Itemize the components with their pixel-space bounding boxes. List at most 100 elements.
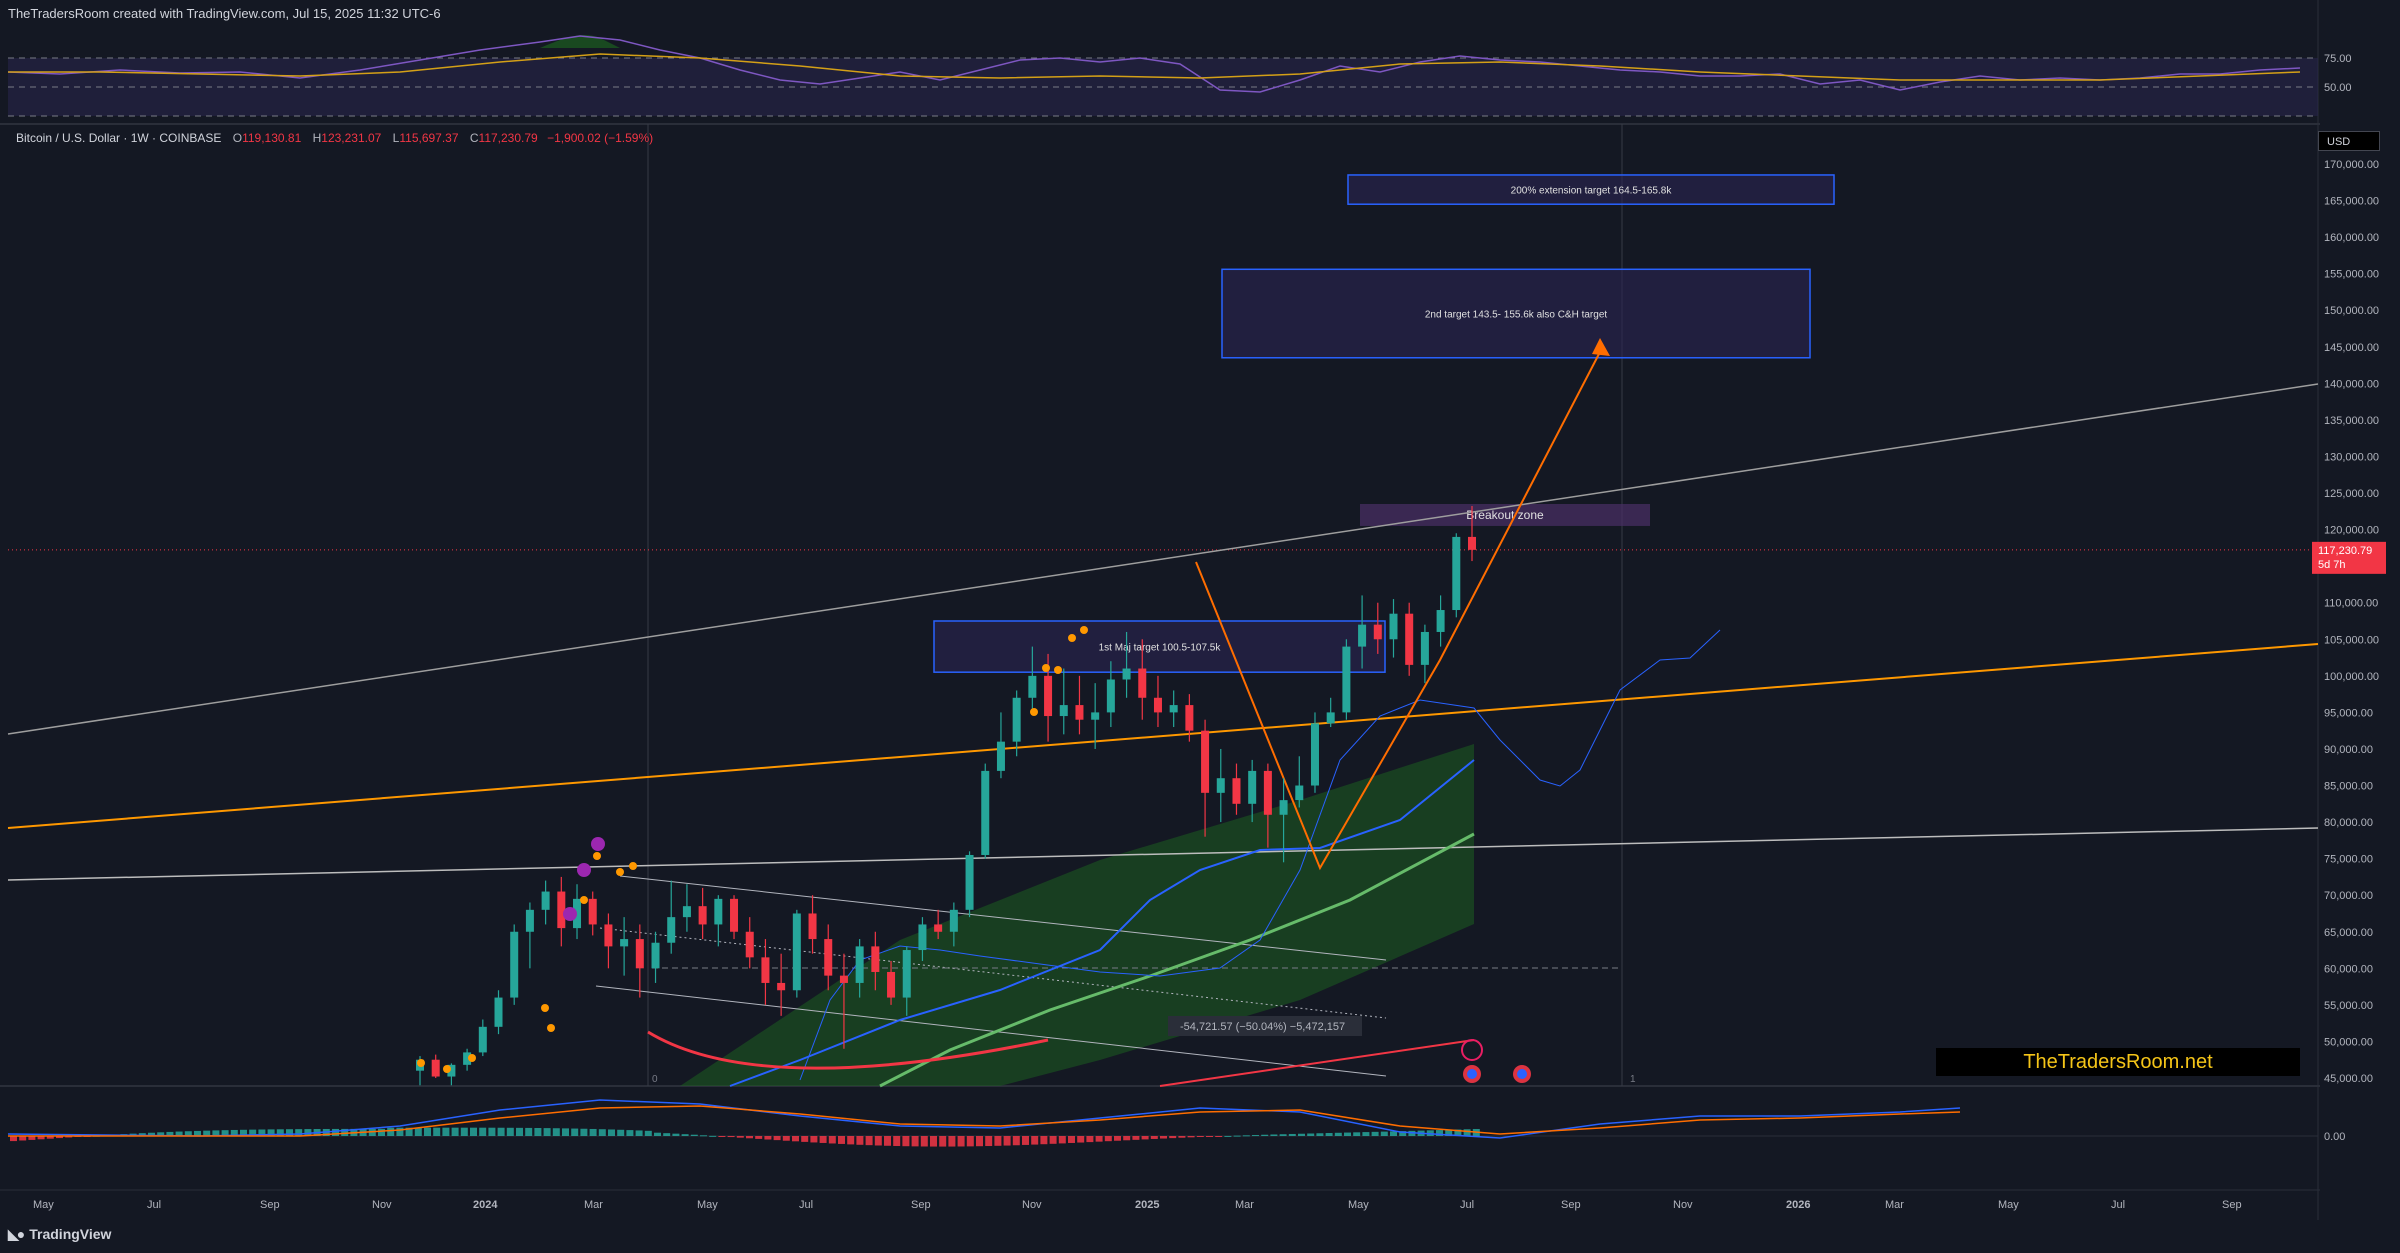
macd-histogram-bar bbox=[1224, 1135, 1232, 1137]
candle-body bbox=[1405, 613, 1414, 665]
orange-projection-path bbox=[1195, 351, 1601, 871]
macd-histogram-bar bbox=[930, 1136, 937, 1147]
price-tag-countdown: 5d 7h bbox=[2318, 559, 2346, 571]
time-tick-label: Sep bbox=[911, 1199, 931, 1211]
candle-body bbox=[1295, 785, 1304, 801]
candle-body bbox=[1279, 800, 1288, 815]
price-tick-label: 125,000.00 bbox=[2324, 488, 2379, 500]
macd-histogram-bar bbox=[276, 1129, 284, 1136]
candle-body bbox=[573, 898, 582, 929]
macd-histogram-bar bbox=[396, 1127, 404, 1136]
legend-close: 117,230.79 bbox=[478, 131, 538, 145]
time-tick-label: Jul bbox=[1460, 1199, 1474, 1211]
candle-body bbox=[431, 1059, 440, 1077]
macd-histogram-bar bbox=[1086, 1136, 1094, 1143]
macd-histogram-bar bbox=[1270, 1134, 1278, 1136]
price-tick-label: 105,000.00 bbox=[2324, 634, 2379, 646]
time-tick-label: Sep bbox=[260, 1199, 280, 1211]
macd-histogram-bar bbox=[994, 1136, 1002, 1146]
candle-body bbox=[620, 939, 629, 947]
macd-histogram-bar bbox=[332, 1128, 339, 1136]
macd-histogram-bar bbox=[19, 1136, 27, 1141]
macd-histogram-bar bbox=[1178, 1136, 1186, 1138]
tradingview-logo[interactable]: ◣● TradingView bbox=[8, 1226, 112, 1242]
macd-histogram-bar bbox=[1095, 1136, 1103, 1142]
candle-body bbox=[1342, 646, 1351, 713]
macd-histogram-bar bbox=[525, 1127, 533, 1136]
candle-body bbox=[541, 891, 550, 910]
rsi-signal-line bbox=[8, 53, 2301, 81]
macd-histogram-bar bbox=[801, 1136, 809, 1142]
macd-histogram-bar bbox=[194, 1130, 201, 1136]
macd-histogram-bar bbox=[562, 1128, 569, 1136]
price-tick-label: 100,000.00 bbox=[2324, 671, 2379, 683]
macd-histogram-bar bbox=[46, 1136, 54, 1139]
signal-dots bbox=[417, 626, 1088, 1073]
price-tag bbox=[2312, 541, 2386, 574]
macd-histogram-bar bbox=[1380, 1131, 1388, 1136]
macd-histogram-bar bbox=[258, 1129, 266, 1136]
currency-selector[interactable]: USD bbox=[2318, 131, 2380, 151]
one-marker: 1 bbox=[1630, 1074, 1636, 1085]
macd-histogram-bar bbox=[405, 1127, 413, 1136]
candle-body bbox=[1263, 770, 1272, 815]
horizontal-support-line bbox=[7, 827, 2319, 881]
legend-high: 123,231.07 bbox=[321, 131, 382, 145]
target-zone-label: 200% extension target 164.5-165.8k bbox=[1511, 186, 1673, 197]
macd-histogram-bar bbox=[736, 1136, 744, 1138]
macd-histogram-bar bbox=[681, 1134, 689, 1136]
chart-header: TheTradersRoom created with TradingView.… bbox=[8, 6, 441, 21]
macd-histogram-bar bbox=[157, 1132, 165, 1136]
price-tick-label: 120,000.00 bbox=[2324, 525, 2379, 537]
candle-body bbox=[1452, 536, 1461, 611]
macd-histogram-bar bbox=[1454, 1129, 1462, 1136]
macd-histogram-bar bbox=[424, 1127, 431, 1136]
macd-histogram-bar bbox=[865, 1136, 873, 1146]
candle-body bbox=[902, 950, 911, 998]
target-zone-box bbox=[1221, 268, 1811, 359]
time-tick-label: Sep bbox=[1561, 1199, 1581, 1211]
time-tick-label: May bbox=[697, 1199, 718, 1211]
price-tag-value: 117,230.79 bbox=[2318, 545, 2372, 557]
time-tick-label: Jul bbox=[2111, 1199, 2125, 1211]
price-tick-label: 150,000.00 bbox=[2324, 305, 2379, 317]
macd-histogram-bar bbox=[1362, 1132, 1370, 1136]
time-tick-label: Nov bbox=[372, 1199, 392, 1211]
candle-body bbox=[1028, 675, 1037, 698]
candle-body bbox=[557, 891, 566, 929]
candle-body bbox=[1075, 705, 1084, 720]
macd-histogram-bar bbox=[1399, 1131, 1407, 1136]
macd-histogram-bar bbox=[654, 1132, 661, 1136]
time-tick-label: Mar bbox=[1885, 1199, 1904, 1211]
candle-body bbox=[698, 906, 707, 925]
candle-body bbox=[447, 1064, 456, 1077]
price-tick-label: 75,000.00 bbox=[2324, 854, 2373, 866]
macd-histogram-bar bbox=[948, 1136, 956, 1147]
macd-histogram-bar bbox=[212, 1130, 220, 1136]
target-zone-label: 2nd target 143.5- 155.6k also C&H target bbox=[1425, 310, 1608, 321]
candle-body bbox=[981, 770, 990, 855]
macd-histogram-bar bbox=[893, 1136, 901, 1147]
candle-body bbox=[604, 924, 613, 947]
macd-histogram-bar bbox=[856, 1136, 864, 1145]
upper-resistance-line bbox=[7, 383, 2319, 735]
macd-histogram-bar bbox=[148, 1132, 155, 1136]
macd-histogram-bar bbox=[1031, 1136, 1039, 1145]
price-tick-label: 85,000.00 bbox=[2324, 781, 2373, 793]
macd-histogram-bar bbox=[1463, 1129, 1471, 1136]
candle-body bbox=[1044, 675, 1053, 717]
price-tick-label: 110,000.00 bbox=[2324, 598, 2378, 610]
macd-histogram-bar bbox=[580, 1128, 588, 1136]
time-tick-label: Nov bbox=[1022, 1199, 1042, 1211]
candle-body bbox=[777, 982, 786, 991]
candle-body bbox=[588, 898, 597, 925]
macd-histogram-bar bbox=[1242, 1135, 1250, 1137]
candle-body bbox=[478, 1026, 487, 1053]
macd-histogram-bar bbox=[1288, 1133, 1296, 1136]
orange-arrow-head bbox=[1592, 338, 1610, 356]
time-tick-label: May bbox=[1348, 1199, 1369, 1211]
candle-body bbox=[525, 909, 534, 932]
macd-histogram-bar bbox=[939, 1136, 947, 1147]
candle-body bbox=[667, 917, 676, 943]
